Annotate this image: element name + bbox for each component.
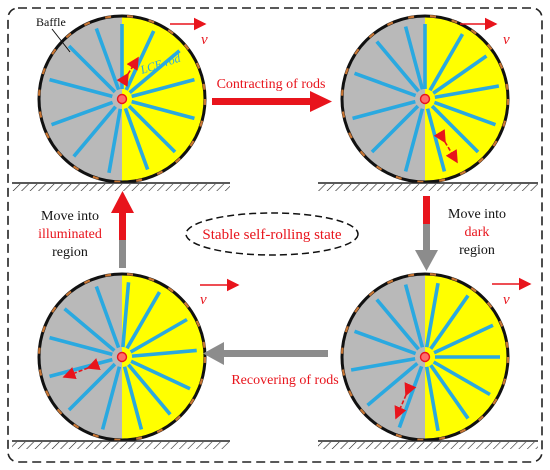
move-dark-line3: region <box>459 243 495 258</box>
wheel-top-left <box>37 14 207 184</box>
lce-rod <box>49 77 113 99</box>
baffle-segments <box>340 14 510 184</box>
lce-rod <box>131 348 197 358</box>
lce-rod <box>403 26 425 90</box>
lce-rod <box>127 363 172 416</box>
move-illuminated-line3: region <box>52 245 88 260</box>
lce-rod <box>403 284 425 348</box>
baffle-pointer <box>51 28 71 53</box>
lce-rod <box>353 71 417 98</box>
illuminated-half <box>425 16 508 182</box>
lce-rod <box>430 104 480 154</box>
move-dark-arrow <box>415 196 438 271</box>
ground-top-left <box>12 182 230 191</box>
lce-rod <box>63 307 116 352</box>
svg-text:v: v <box>201 32 208 48</box>
rod-deformation-arrow <box>116 56 139 87</box>
wheel-bottom-right <box>340 272 510 442</box>
move-illuminated-arrow <box>111 191 134 268</box>
move-illuminated-line2: illuminated <box>38 227 102 242</box>
ground-bottom-left <box>12 440 230 449</box>
wheels-layer <box>37 14 510 442</box>
wheel-bottom-left <box>37 272 207 442</box>
ground-bottom-right <box>318 440 538 449</box>
lce-rod <box>94 27 121 91</box>
lce-rod <box>432 54 488 95</box>
lce-rod <box>122 366 144 430</box>
velocity-arrow-top-right: v <box>460 17 510 48</box>
contracting-label: Contracting of rods <box>217 77 326 92</box>
svg-text:v: v <box>503 292 510 308</box>
lce-rod <box>434 84 500 100</box>
dark-half <box>39 16 122 182</box>
hub <box>116 93 128 105</box>
lce-rod <box>432 360 491 397</box>
rod-deformation-arrow <box>433 129 458 164</box>
rod-deformation-arrow <box>394 382 417 420</box>
svg-text:v: v <box>200 292 207 308</box>
move-dark-line1: Move into <box>448 207 506 222</box>
lce-rod <box>433 323 494 355</box>
stable-state-callout: Stable self-rolling state <box>185 212 359 256</box>
lce-rod <box>375 298 420 351</box>
recovering-arrow: Recovering of rods <box>203 342 339 388</box>
lce-rod <box>130 359 191 391</box>
baffle-label: Baffle <box>36 15 66 29</box>
dark-half <box>342 16 425 182</box>
hub <box>419 351 431 363</box>
lce-rod <box>127 104 177 154</box>
illuminated-half <box>122 274 205 440</box>
lce-rod <box>375 40 420 93</box>
lce-rod <box>94 285 121 349</box>
baffle-segments <box>340 272 510 442</box>
baffle-segments <box>37 272 207 442</box>
lce-rod <box>429 364 470 420</box>
lce-rod <box>429 294 470 350</box>
lce-rod <box>49 335 113 357</box>
svg-text:v: v <box>503 32 510 48</box>
dashed-frame <box>7 7 543 463</box>
lce-rod <box>353 329 417 356</box>
lce-rod <box>424 366 440 432</box>
lce-rod <box>403 108 425 172</box>
velocity-arrow-top-left: v <box>170 17 208 48</box>
dark-half <box>342 274 425 440</box>
velocity-arrow-bottom-left: v <box>200 278 240 308</box>
lce-rod <box>50 100 114 127</box>
lce-rod <box>67 44 117 94</box>
stable-state-label: Stable self-rolling state <box>202 227 341 243</box>
move-dark-line2: dark <box>465 225 490 240</box>
lce-rod <box>424 282 440 348</box>
recovering-label: Recovering of rods <box>231 373 338 388</box>
lce-rod <box>366 362 419 407</box>
wheel-top-right <box>340 14 510 184</box>
lce-rod <box>131 77 195 99</box>
lce-rod <box>100 366 122 430</box>
lce-rod <box>433 100 497 127</box>
lce-rod <box>125 291 162 350</box>
lce-rod <box>428 33 465 92</box>
lce-rod <box>350 356 416 372</box>
contracting-arrow: Contracting of rods <box>212 77 332 112</box>
lce-rod <box>67 362 117 412</box>
illuminated-half <box>122 16 205 182</box>
lce-rod <box>107 108 123 174</box>
velocity-arrow-bottom-right: v <box>492 277 532 308</box>
dark-half <box>39 274 122 440</box>
hub <box>116 351 128 363</box>
rod-deformation-arrow <box>62 358 101 380</box>
lce-rod <box>131 99 195 121</box>
lce-rod <box>370 104 420 154</box>
lce-rod <box>121 282 131 348</box>
lce-rod <box>352 99 416 121</box>
lce-rod <box>123 107 150 171</box>
lce-rod <box>129 317 188 354</box>
hub <box>419 93 431 105</box>
move-illuminated-line1: Move into <box>41 209 99 224</box>
baffle-segments <box>37 14 207 184</box>
ground-top-right <box>318 182 538 191</box>
lce-rod <box>72 105 117 158</box>
